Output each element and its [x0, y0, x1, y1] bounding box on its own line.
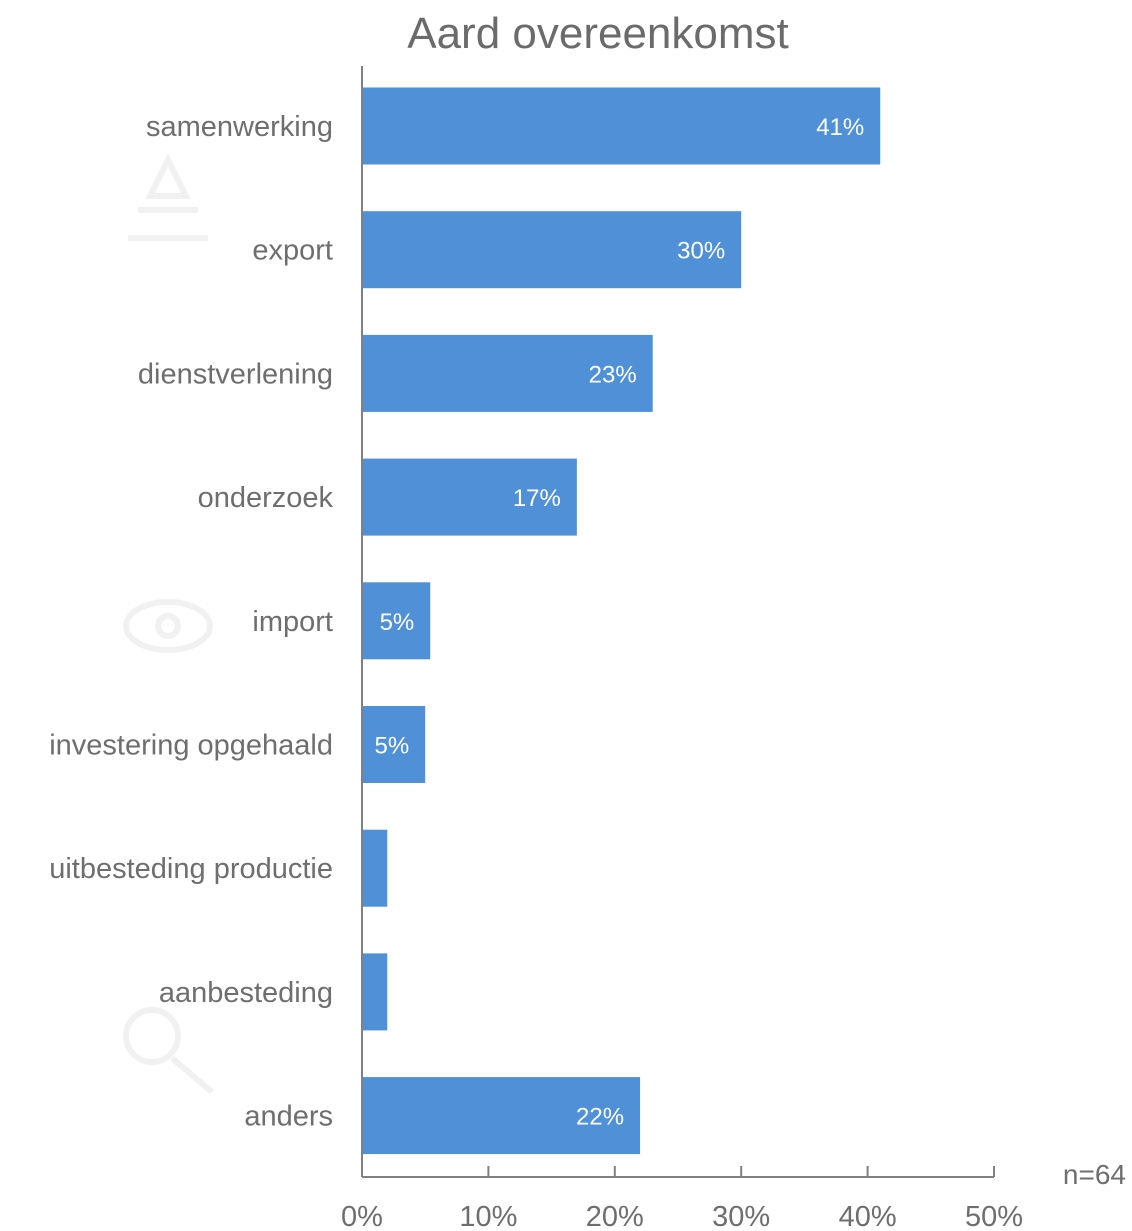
bar-import [362, 582, 431, 660]
data-label: 22% [576, 1104, 624, 1131]
watermark-magnifier-icon [123, 1007, 214, 1095]
bar-aanbesteding [362, 953, 388, 1031]
data-label: 5% [380, 609, 415, 636]
category-label: anders [244, 1101, 333, 1133]
x-tick-label: 40% [839, 1201, 897, 1231]
bar-export [362, 211, 742, 289]
bars-group [362, 87, 881, 1155]
category-labels-group: samenwerking export dienstverlening onderzo… [49, 111, 333, 1133]
data-label: 30% [677, 238, 725, 265]
category-label: investering opgehaald [49, 730, 333, 762]
category-label: dienstverlening [138, 358, 333, 390]
watermark-pyramid-icon [128, 153, 208, 241]
bar-onderzoek [362, 458, 577, 536]
category-label: uitbesteding productie [49, 853, 333, 885]
category-label: import [252, 606, 333, 638]
bar-investering-opgehaald [362, 706, 426, 783]
bar-samenwerking [362, 87, 881, 165]
data-label: 5% [375, 733, 410, 760]
x-tick-label: 10% [459, 1201, 517, 1231]
bar-uitbesteding-productie [362, 829, 388, 907]
bar-dienstverlening [362, 334, 653, 412]
sample-size-note: n=64 [1063, 1159, 1126, 1190]
category-label: export [252, 235, 333, 267]
x-tick-label: 50% [965, 1201, 1023, 1231]
bar-anders [362, 1077, 641, 1155]
data-label: 41% [816, 114, 864, 141]
category-label: aanbesteding [159, 977, 333, 1009]
value-labels-group: 41% 30% 23% 17% 5% 5% 22% [375, 114, 865, 1131]
x-tick-label: 30% [712, 1201, 770, 1231]
data-label: 23% [589, 361, 637, 388]
x-tick-label: 0% [341, 1201, 383, 1231]
watermark-eye-icon [123, 599, 213, 653]
x-tick-label: 20% [586, 1201, 644, 1231]
category-label: samenwerking [146, 111, 333, 143]
chart-title: Aard overeenkomst [407, 9, 789, 58]
data-label: 17% [513, 485, 561, 512]
category-label: onderzoek [198, 482, 334, 514]
x-ticks-group: 0% 10% 20% 30% 40% 50% [341, 1166, 1023, 1231]
